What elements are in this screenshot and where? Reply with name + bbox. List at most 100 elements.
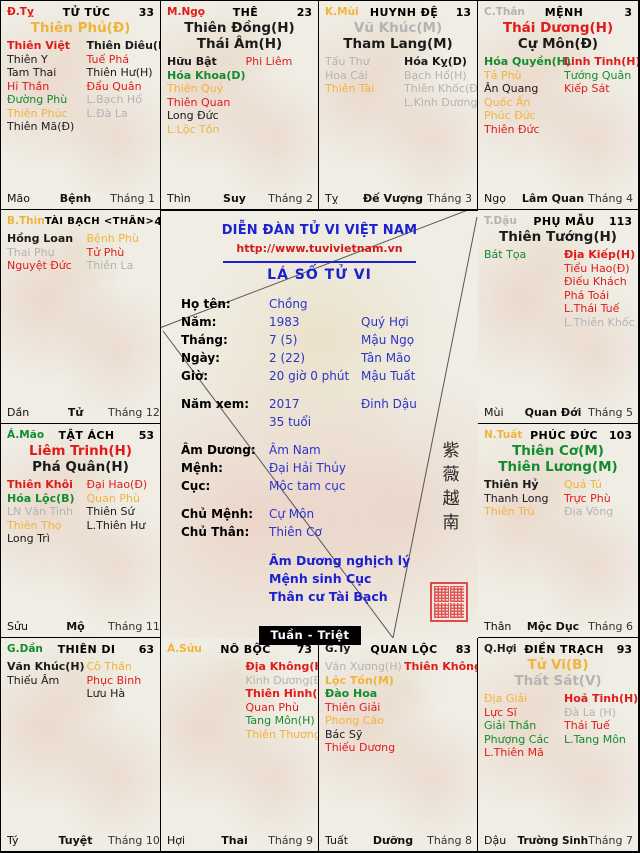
- palace-minor-stars: Hữu Bật Hóa Khoa(D) Thiên Quý Thiên Quan Lon…: [161, 55, 318, 136]
- palace-cell-quan-loc[interactable]: G.Tý QUAN LỘC 83 Văn Xương(H) Lộc Tồn(M) Đào …: [319, 638, 477, 851]
- main-star: Thất Sát(V): [514, 673, 602, 689]
- palace-age-number: 93: [616, 642, 632, 656]
- main-star: Thiên Đồng(H): [184, 20, 295, 36]
- palace-cell-tat-ach[interactable]: Á.Mão TẬT ÁCH 53 Liêm Trinh(H) Phá Quân(H) Th…: [1, 424, 160, 637]
- minor-star: Bác Sỹ: [325, 727, 363, 741]
- minor-star: Thái Tuế: [564, 719, 610, 732]
- palace-footer: Mão Bệnh Tháng 1: [1, 191, 160, 206]
- red-seal: [430, 582, 468, 622]
- palace-footer: Mùi Quan Đới Tháng 5: [478, 405, 638, 420]
- year-info-canchi: Đinh Dậu: [361, 397, 417, 411]
- minor-star: Long Đức: [167, 109, 219, 122]
- palace-canchi: Á.Sửu: [167, 643, 202, 655]
- palace-name: PHÚC ĐỨC: [530, 428, 598, 442]
- minor-star: Hóa Kỵ(D): [404, 55, 467, 68]
- palace-truong-sinh: Trường Sinh: [517, 834, 589, 847]
- birth-info-value: 20 giờ 0 phút: [269, 369, 350, 383]
- palace-branch: Thìn: [167, 192, 191, 205]
- palace-month: Tháng 2: [268, 192, 313, 205]
- palace-cell-thien-di[interactable]: G.Dần THIÊN DI 63 Văn Khúc(H) Thiếu Âm Cô Thầ…: [1, 638, 160, 851]
- minor-star: Hoa Cái: [325, 68, 368, 82]
- minor-star: Thiên Thương: [245, 727, 319, 741]
- main-star: Tử Vi(B): [527, 657, 589, 673]
- palace-cell-tu-tuc[interactable]: Đ.Tỵ TỬ TỨC 33 Thiên Phủ(Đ) Thiên Việt Thiên …: [1, 1, 160, 209]
- minor-star: Phá Toái: [564, 288, 610, 302]
- palace-branch: Tuất: [325, 834, 349, 847]
- birth-info-value: 7 (5): [269, 333, 298, 347]
- birth-info-label: Năm:: [181, 315, 217, 329]
- minor-star: Bệnh Phù: [86, 232, 139, 245]
- minor-star: Quốc Ấn: [484, 95, 531, 109]
- minor-star: Linh Tinh(H): [564, 55, 638, 68]
- palace-name: MỆNH: [544, 5, 584, 19]
- palace-name: QUAN LỘC: [370, 642, 438, 656]
- palace-age-number: 63: [138, 642, 154, 656]
- element-info-label: Âm Dương:: [181, 443, 256, 457]
- minor-star: Thiên Quan: [167, 95, 231, 109]
- minor-star: Đẩu Quân: [86, 79, 142, 93]
- palace-header: G.Dần THIÊN DI 63: [1, 641, 160, 657]
- year-info-value: 35 tuổi: [269, 415, 312, 429]
- palace-main-stars: Thiên Đồng(H) Thái Âm(H): [161, 20, 318, 52]
- birth-info-value: Chồng: [269, 297, 308, 311]
- minor-star: Thiên Mã(Đ): [7, 120, 75, 133]
- palace-cell-huynh-de[interactable]: K.Mùi HUYNH ĐỆ 13 Vũ Khúc(M) Tham Lang(M) Tấu…: [319, 1, 477, 209]
- palace-name: NÔ BỘC: [220, 642, 271, 656]
- minor-star: Thiên Hư(H): [86, 66, 153, 79]
- star-column-right: Hóa Kỵ(D) Bạch Hổ(H) Thiên Khốc(Đ) L.Kình D…: [398, 55, 477, 109]
- palace-age-number: 53: [138, 428, 154, 442]
- palace-cell-dien-trach[interactable]: Q.Hợi ĐIỀN TRẠCH 93 Tử Vi(B) Thất Sát(V) Địa …: [478, 638, 638, 851]
- minor-star: L.Bạch Hổ: [86, 93, 142, 106]
- minor-star: Lưu Hà: [86, 687, 126, 700]
- main-star: Liêm Trinh(H): [28, 443, 133, 459]
- minor-star: Đà La (H): [564, 705, 616, 719]
- chinese-char: 紫: [442, 441, 460, 461]
- minor-star: Thai Phụ: [7, 245, 55, 259]
- palace-header: Q.Hợi ĐIỀN TRẠCH 93: [478, 641, 638, 657]
- birth-info-canchi: Tân Mão: [361, 351, 411, 365]
- minor-star: Phúc Đức: [484, 109, 536, 122]
- star-column-left: Hữu Bật Hóa Khoa(D) Thiên Quý Thiên Quan Lon…: [161, 55, 246, 136]
- star-column-left: Thiên Khôi Hóa Lộc(B) LN Văn Tinh Thiên Thọ…: [1, 478, 81, 546]
- palace-month: Tháng 6: [588, 620, 633, 633]
- palace-minor-stars: Văn Xương(H) Lộc Tồn(M) Đào Hoa Thiên Giải P…: [319, 660, 477, 755]
- master-info-label: Chủ Mệnh:: [181, 507, 254, 521]
- palace-footer: Thân Mộc Dục Tháng 6: [478, 619, 638, 634]
- palace-minor-stars: Thiên Khôi Hóa Lộc(B) LN Văn Tinh Thiên Thọ…: [1, 478, 160, 546]
- palace-age-number: 103: [609, 428, 632, 442]
- palace-cell-the[interactable]: M.Ngọ THÊ 23 Thiên Đồng(H) Thái Âm(H) Hữu Bật…: [161, 1, 318, 209]
- star-column-left: [161, 660, 240, 741]
- palace-branch: Mão: [7, 192, 30, 205]
- palace-footer: Hợi Thai Tháng 9: [161, 833, 318, 848]
- palace-branch: Thân: [484, 620, 512, 633]
- main-star: Thiên Lương(M): [498, 459, 618, 475]
- palace-main-stars: Vũ Khúc(M) Tham Lang(M): [319, 20, 477, 52]
- palace-month: Tháng 1: [110, 192, 155, 205]
- palace-footer: Sửu Mộ Tháng 11: [1, 619, 160, 634]
- palace-canchi: B.Thìn: [7, 215, 45, 227]
- minor-star: Hồng Loan: [7, 232, 74, 245]
- palace-truong-sinh: Dưỡng: [372, 834, 414, 847]
- palace-truong-sinh: Lâm Quan: [521, 192, 585, 205]
- palace-branch: Tý: [7, 834, 19, 847]
- palace-header: N.Tuất PHÚC ĐỨC 103: [478, 427, 638, 443]
- minor-star: Thiếu Dương: [325, 741, 396, 754]
- palace-name: THIÊN DI: [57, 642, 116, 656]
- forum-url[interactable]: http://www.tuvivietnam.vn: [236, 242, 403, 255]
- minor-star: Nguyệt Đức: [7, 259, 72, 272]
- star-column-left: Hồng Loan Thai Phụ Nguyệt Đức: [1, 232, 81, 273]
- palace-name: TÀI BẠCH <THÂN>: [44, 215, 155, 227]
- palace-branch: Mùi: [484, 406, 504, 419]
- star-column-left: Địa Giải Lực Sĩ Giải Thần Phượng Các L.Thiên…: [478, 692, 558, 760]
- palace-cell-phuc-duc[interactable]: N.Tuất PHÚC ĐỨC 103 Thiên Cơ(M) Thiên Lương(…: [478, 424, 638, 637]
- birth-info-canchi: Mậu Tuất: [361, 369, 416, 383]
- palace-header: K.Mùi HUYNH ĐỆ 13: [319, 4, 477, 20]
- minor-star: Thiên Khôi: [7, 478, 73, 491]
- palace-cell-phu-mau[interactable]: T.Dậu PHỤ MẪU 113 Thiên Tướng(H) Bát Tọa Địa …: [478, 210, 638, 423]
- minor-star: LN Văn Tinh: [7, 505, 73, 518]
- palace-cell-menh[interactable]: C.Thân MỆNH 3 Thái Dương(H) Cự Môn(Đ) Hóa Quy…: [478, 1, 638, 209]
- minor-star: Tiểu Hao(Đ): [564, 261, 630, 275]
- minor-star: Văn Khúc(H): [7, 660, 85, 673]
